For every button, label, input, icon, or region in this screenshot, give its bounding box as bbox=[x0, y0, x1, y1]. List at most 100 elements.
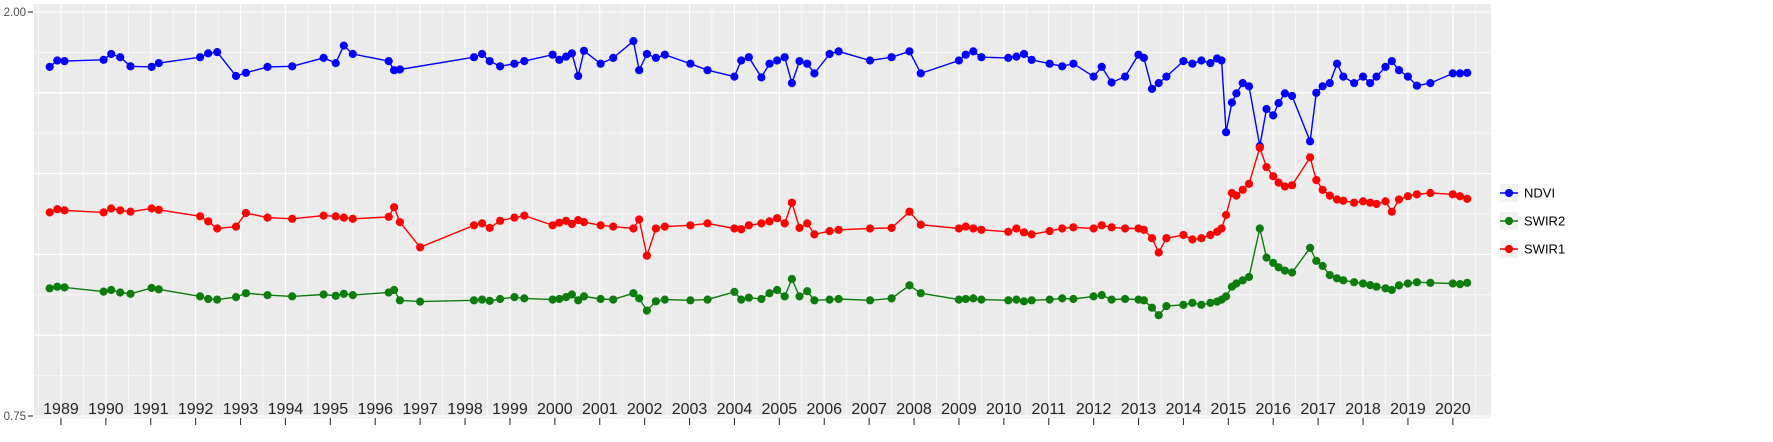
data-point bbox=[596, 294, 605, 304]
data-point bbox=[1394, 281, 1404, 290]
data-point bbox=[339, 41, 348, 50]
data-point bbox=[642, 306, 652, 315]
data-point bbox=[887, 223, 896, 232]
data-point bbox=[1217, 56, 1226, 65]
data-point bbox=[1206, 59, 1215, 68]
data-point bbox=[555, 55, 564, 64]
data-point bbox=[1197, 56, 1206, 65]
data-point bbox=[1206, 298, 1215, 307]
x-tick-label: 2008 bbox=[896, 401, 932, 418]
data-point bbox=[510, 293, 519, 302]
data-point bbox=[1387, 285, 1396, 295]
data-point bbox=[1012, 295, 1021, 304]
data-point bbox=[1262, 163, 1271, 172]
data-point bbox=[1147, 84, 1157, 93]
data-point bbox=[1262, 104, 1271, 114]
data-point bbox=[1426, 278, 1435, 287]
data-point bbox=[1381, 284, 1390, 293]
legend-item-ndvi: NDVI bbox=[1500, 184, 1555, 202]
data-point bbox=[660, 50, 669, 59]
data-point bbox=[596, 221, 605, 230]
data-point bbox=[1358, 72, 1368, 81]
data-point bbox=[1058, 62, 1067, 71]
data-point bbox=[744, 221, 753, 230]
data-point bbox=[1366, 79, 1375, 88]
data-point bbox=[339, 289, 348, 298]
data-point bbox=[635, 66, 644, 75]
data-point bbox=[780, 53, 789, 62]
data-point bbox=[390, 203, 399, 212]
data-point bbox=[787, 198, 797, 207]
data-point bbox=[1394, 195, 1404, 204]
data-point bbox=[773, 56, 782, 65]
data-point bbox=[478, 219, 487, 228]
data-point bbox=[1206, 230, 1215, 240]
legend-label: SWIR1 bbox=[1524, 242, 1565, 257]
data-point bbox=[331, 291, 340, 300]
data-point bbox=[53, 205, 62, 214]
x-tick-label: 1996 bbox=[357, 401, 393, 418]
data-point bbox=[1269, 172, 1278, 181]
data-point bbox=[45, 208, 54, 217]
data-point bbox=[196, 212, 205, 221]
data-point bbox=[116, 288, 125, 297]
data-point bbox=[1107, 223, 1116, 232]
data-point bbox=[635, 294, 644, 303]
x-tick-label: 2000 bbox=[537, 401, 573, 418]
data-point bbox=[1403, 72, 1412, 81]
data-point bbox=[154, 285, 163, 294]
data-point bbox=[961, 294, 970, 304]
data-point bbox=[478, 295, 487, 304]
data-point bbox=[348, 214, 357, 223]
data-point bbox=[825, 49, 834, 59]
data-point bbox=[642, 251, 652, 260]
data-point bbox=[1332, 59, 1342, 68]
data-point bbox=[1455, 69, 1465, 78]
data-point bbox=[1350, 79, 1359, 88]
data-point bbox=[686, 296, 695, 305]
data-point bbox=[1463, 68, 1472, 77]
data-point bbox=[485, 223, 494, 232]
data-point bbox=[241, 68, 250, 77]
data-point bbox=[1372, 199, 1381, 209]
data-point bbox=[1244, 179, 1254, 188]
data-point bbox=[810, 69, 819, 78]
data-point bbox=[1069, 294, 1078, 304]
data-point bbox=[1188, 59, 1197, 68]
data-point bbox=[319, 53, 328, 63]
x-tick-label: 2002 bbox=[627, 401, 663, 418]
data-point bbox=[1238, 185, 1247, 194]
data-point bbox=[787, 274, 797, 284]
data-point bbox=[865, 224, 875, 233]
data-point bbox=[1358, 279, 1368, 288]
legend-key-point bbox=[1504, 244, 1514, 254]
data-point bbox=[485, 296, 494, 305]
data-point bbox=[757, 73, 766, 82]
data-point bbox=[1069, 59, 1078, 68]
data-point bbox=[1089, 72, 1098, 81]
data-point bbox=[1045, 227, 1054, 236]
data-point bbox=[116, 53, 125, 62]
data-point bbox=[469, 221, 479, 230]
data-point bbox=[954, 224, 964, 233]
data-point bbox=[629, 289, 638, 298]
data-point bbox=[961, 222, 970, 231]
data-point bbox=[1403, 279, 1412, 288]
data-point bbox=[1019, 228, 1029, 237]
data-point bbox=[1147, 234, 1157, 243]
data-point bbox=[1325, 271, 1334, 280]
data-point bbox=[263, 62, 272, 71]
x-tick-label: 2019 bbox=[1390, 401, 1426, 418]
data-point bbox=[1107, 78, 1116, 87]
data-point bbox=[319, 211, 328, 220]
data-point bbox=[834, 225, 843, 234]
data-point bbox=[1394, 66, 1404, 75]
x-tick-label: 1995 bbox=[313, 401, 349, 418]
data-point bbox=[384, 212, 393, 221]
data-point bbox=[803, 287, 812, 296]
data-point bbox=[107, 204, 116, 213]
data-point bbox=[1045, 295, 1054, 304]
data-point bbox=[1274, 99, 1283, 108]
data-point bbox=[1288, 181, 1297, 190]
